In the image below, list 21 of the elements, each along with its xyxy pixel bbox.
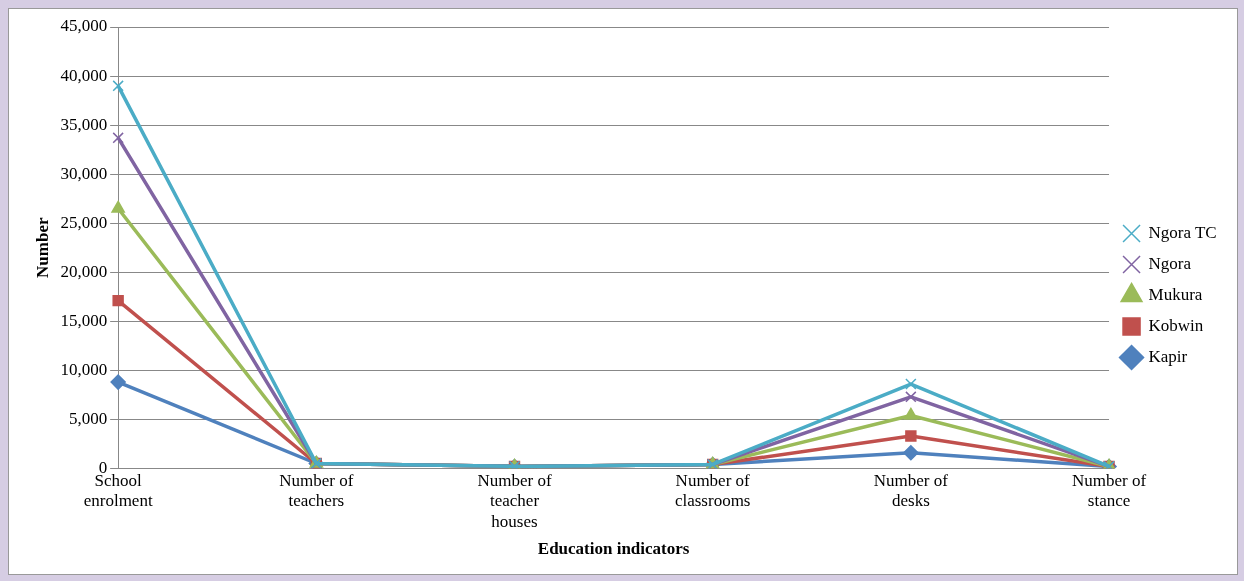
legend-label: Kobwin (1148, 315, 1204, 335)
x-tick-label: Number of teacher houses (477, 471, 552, 531)
legend-label: Mukura (1148, 284, 1203, 304)
y-axis-title: Number (32, 217, 52, 278)
x-tick-label: Number of desks (873, 471, 949, 511)
y-tick-label: 45,000 (60, 16, 108, 36)
legend-label: Ngora (1148, 253, 1192, 273)
x-tick-label: Number of teachers (279, 471, 354, 511)
y-tick-label: 35,000 (60, 114, 108, 134)
y-tick-label: 40,000 (60, 65, 108, 85)
y-tick-label: 25,000 (60, 212, 108, 232)
legend-label: Ngora TC (1148, 222, 1217, 242)
y-tick-label: 15,000 (60, 310, 108, 330)
x-tick-label: Number of stance (1071, 471, 1147, 511)
y-tick-label: 10,000 (60, 359, 108, 379)
y-tick-label: 20,000 (60, 261, 108, 281)
legend-label: Kapir (1148, 346, 1188, 366)
x-tick-label: Number of classrooms (674, 471, 751, 511)
x-axis-title: Education indicators (537, 539, 690, 559)
y-tick-label: 30,000 (60, 163, 108, 183)
y-tick-label: 5,000 (68, 408, 108, 428)
